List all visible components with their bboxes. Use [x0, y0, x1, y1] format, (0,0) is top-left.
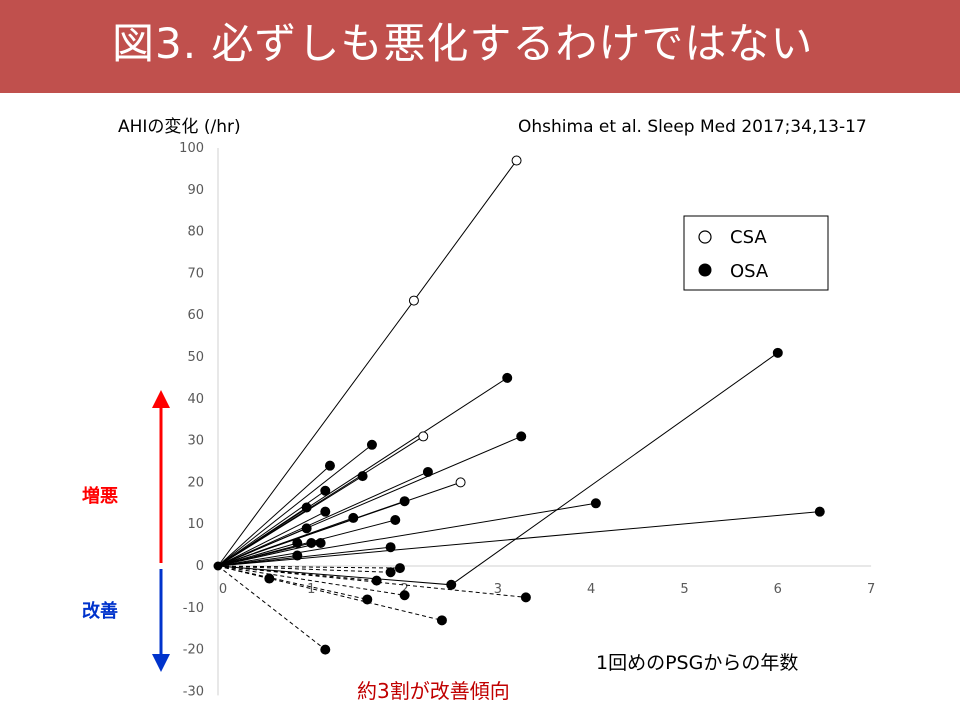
- x-tick-label: 2: [400, 582, 408, 597]
- osa-point: [324, 460, 335, 471]
- worsen-label: 増悪: [82, 485, 118, 507]
- csa-connector-line: [217, 160, 517, 567]
- y-tick-label: -20: [183, 643, 204, 658]
- osa-connector-line: [217, 507, 307, 567]
- x-axis-label: 1回めのPSGからの年数: [596, 652, 798, 674]
- osa-point: [362, 594, 373, 605]
- x-tick-label: 1: [307, 582, 315, 597]
- osa-point: [772, 347, 783, 358]
- osa-connector-line: [217, 502, 596, 567]
- osa-point: [390, 515, 401, 526]
- osa-point: [394, 563, 405, 574]
- x-tick-label: 7: [867, 582, 875, 597]
- osa-connector-line: [217, 565, 368, 600]
- osa-connector-line: [217, 527, 307, 567]
- osa-point: [520, 592, 531, 603]
- y-tick-label: 10: [187, 517, 204, 532]
- y-tick-label: 90: [187, 183, 204, 198]
- osa-point: [422, 466, 433, 477]
- osa-point: [301, 523, 312, 534]
- x-tick-label: 0: [219, 582, 227, 597]
- origin-point: [213, 561, 223, 571]
- osa-connector-line: [217, 565, 400, 569]
- osa-connector-line: [217, 555, 298, 567]
- osa-point: [306, 538, 317, 549]
- osa-connector-line: [217, 511, 820, 567]
- legend-csa-label: CSA: [730, 227, 767, 248]
- osa-connector-line: [217, 565, 405, 596]
- osa-connector-line: [217, 565, 443, 621]
- citation: Ohshima et al. Sleep Med 2017;34,13-17: [518, 117, 867, 137]
- osa-connector-line: [217, 565, 326, 650]
- osa-point: [516, 431, 527, 442]
- y-tick-label: 0: [196, 559, 204, 574]
- osa-connector-line: [217, 465, 331, 567]
- osa-point: [385, 542, 396, 553]
- osa-point: [502, 372, 513, 383]
- osa-connector-line: [217, 352, 779, 586]
- improve-label: 改善: [82, 600, 118, 622]
- osa-connector-line: [217, 565, 391, 573]
- osa-point: [301, 502, 312, 513]
- osa-connector-line: [217, 565, 377, 582]
- osa-point: [292, 550, 303, 561]
- legend-box: [683, 215, 829, 291]
- osa-connector-line: [217, 546, 391, 567]
- osa-point: [348, 512, 359, 523]
- x-tick-label: 4: [587, 582, 595, 597]
- x-tick-label: 3: [494, 582, 502, 597]
- csa-point: [511, 155, 522, 166]
- osa-point: [320, 644, 331, 655]
- csa-point: [408, 295, 419, 306]
- legend-csa-marker: [698, 230, 712, 244]
- osa-point: [320, 485, 331, 496]
- slide-title: 図3. 必ずしも悪化するわけではない: [112, 19, 814, 68]
- osa-point: [814, 506, 825, 517]
- y-axis-label: AHIの変化 (/hr): [118, 117, 241, 137]
- x-tick-label: 6: [774, 582, 782, 597]
- osa-point: [385, 567, 396, 578]
- legend-osa-label: OSA: [730, 261, 769, 282]
- improvement-footnote: 約3割が改善傾向: [357, 679, 510, 703]
- worsen-arrowhead: [152, 390, 170, 408]
- osa-connector-line: [217, 511, 326, 567]
- x-tick-label: 5: [680, 582, 688, 597]
- osa-point: [264, 573, 275, 584]
- osa-point: [590, 498, 601, 509]
- osa-connector-line: [217, 542, 321, 567]
- osa-point: [366, 439, 377, 450]
- improve-arrowhead: [152, 654, 170, 672]
- osa-point: [371, 575, 382, 586]
- legend-osa-marker: [698, 263, 712, 277]
- y-tick-label: -10: [183, 601, 204, 616]
- y-tick-label: -30: [183, 684, 204, 699]
- osa-point: [399, 496, 410, 507]
- title-banner: 図3. 必ずしも悪化するわけではない: [0, 0, 960, 93]
- csa-point: [418, 431, 429, 442]
- csa-point: [455, 477, 466, 488]
- osa-connector-line: [217, 517, 354, 567]
- y-tick-label: 50: [187, 350, 204, 365]
- osa-connector-line: [217, 444, 373, 567]
- osa-connector-line: [217, 471, 429, 567]
- y-tick-label: 100: [179, 141, 204, 156]
- osa-connector-line: [217, 542, 298, 567]
- osa-connector-line: [217, 475, 363, 567]
- y-tick-label: 40: [187, 392, 204, 407]
- y-tick-label: 30: [187, 434, 204, 449]
- y-tick-label: 80: [187, 225, 204, 240]
- osa-point: [436, 615, 447, 626]
- osa-point: [292, 538, 303, 549]
- osa-point: [357, 471, 368, 482]
- y-tick-label: 60: [187, 308, 204, 323]
- osa-point: [315, 538, 326, 549]
- y-tick-label: 70: [187, 266, 204, 281]
- y-tick-label: 20: [187, 475, 204, 490]
- osa-point: [320, 506, 331, 517]
- osa-point: [446, 579, 457, 590]
- osa-point: [399, 590, 410, 601]
